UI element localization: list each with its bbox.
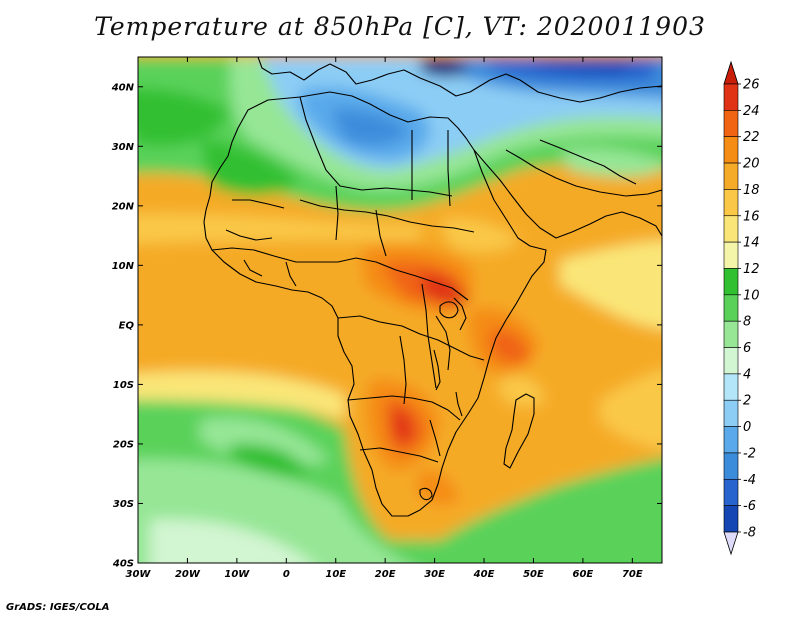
x-tick-label: 70E (622, 569, 643, 580)
colorbar-swatch (723, 241, 739, 269)
colorbar-swatch (723, 136, 739, 164)
colorbar-label: 4 (743, 367, 751, 382)
x-tick-label: 10E (325, 569, 346, 580)
temperature-field (138, 57, 662, 563)
colorbar-label: 12 (743, 262, 760, 277)
colorbar-label: 16 (743, 209, 760, 224)
colorbar-under-arrow (723, 531, 739, 556)
y-tick-label: EQ (119, 320, 135, 331)
colorbar-label: 20 (743, 157, 760, 172)
x-tick-label: 20W (175, 569, 201, 580)
x-tick-label: 10W (224, 569, 250, 580)
colorbar-label: 14 (743, 236, 760, 251)
colorbar-swatch (723, 162, 739, 190)
x-tick-label: 50E (523, 569, 544, 580)
colorbar-label: 26 (743, 78, 760, 93)
x-tick-label: 0 (283, 569, 290, 580)
y-tick-label: 20S (113, 439, 134, 450)
map-frame (137, 56, 663, 564)
y-tick-label: 10S (113, 380, 134, 391)
y-tick-label: 10N (112, 261, 135, 272)
coastlines (203, 57, 662, 517)
colorbar-swatch (723, 215, 739, 243)
colorbar-swatch (723, 426, 739, 454)
y-tick-label: 30N (112, 142, 135, 153)
colorbar-swatch (723, 478, 739, 506)
colorbar-label: 22 (743, 130, 760, 145)
colorbar-swatch (723, 373, 739, 401)
colorbar-label: 24 (743, 104, 760, 119)
map-title: Temperature at 850hPa [C], VT: 202001190… (94, 12, 706, 41)
colorbar-swatch (723, 347, 739, 375)
x-tick-label: 40E (473, 569, 495, 580)
colorbar-label: 18 (743, 183, 760, 198)
colorbar-label: 2 (743, 394, 751, 409)
y-tick-label: 30S (113, 499, 134, 510)
colorbar-swatch (723, 83, 739, 111)
x-tick-label: 20E (375, 569, 396, 580)
axis-ticks: 30W 20W 10W 0 10E 20E 30E 40E 50E 60E 70E 40S 30S 20S… (111, 57, 662, 580)
colorbar-swatch (723, 505, 739, 533)
colorbar-swatch (723, 268, 739, 296)
colorbar-label: -2 (743, 446, 756, 461)
colorbar-swatch (723, 294, 739, 322)
colorbar-label: -8 (743, 526, 756, 541)
y-tick-label: 40N (111, 82, 135, 93)
colorbar-label: 6 (743, 341, 751, 356)
colorbar-swatch (723, 189, 739, 217)
y-tick-label: 40S (112, 559, 134, 570)
colorbar-label: -6 (743, 499, 756, 514)
colorbar-label: -4 (743, 473, 756, 488)
x-tick-label: 60E (573, 569, 594, 580)
colorbar-swatch (723, 320, 739, 348)
colorbar-swatch (723, 452, 739, 480)
colorbar-label: 0 (743, 420, 751, 435)
colorbar-label: 10 (743, 288, 760, 303)
x-tick-label: 30E (424, 569, 445, 580)
colorbar-swatch (723, 110, 739, 138)
colorbar-label: 8 (743, 315, 751, 330)
x-tick-label: 30W (126, 569, 152, 580)
y-tick-label: 20N (112, 201, 135, 212)
colorbar-over-arrow (723, 60, 739, 85)
grads-credit: GrADS: IGES/COLA (6, 602, 110, 613)
colorbar-swatch (723, 399, 739, 427)
